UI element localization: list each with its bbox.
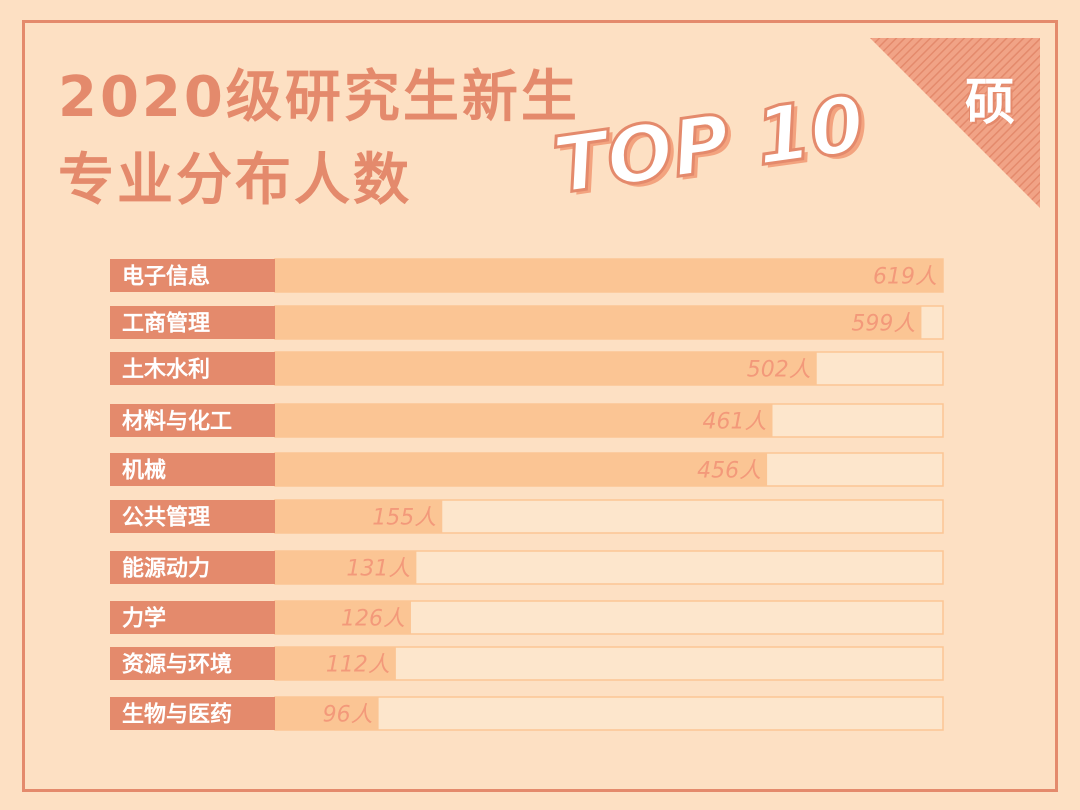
page-title-line1: 2020级研究生新生 — [58, 65, 580, 130]
category-label-box — [110, 259, 275, 292]
category-label: 工商管理 — [122, 311, 210, 337]
category-label-box — [110, 551, 275, 584]
value-label: 96人 — [323, 703, 373, 728]
bar-track — [274, 696, 944, 731]
bar — [275, 352, 817, 385]
value-label: 456人 — [697, 459, 761, 484]
bar — [275, 500, 443, 533]
category-label-box — [110, 404, 275, 437]
value-label: 599人 — [851, 312, 915, 337]
value-label: 131人 — [346, 557, 410, 582]
page-title-line2: 专业分布人数 — [58, 148, 412, 213]
page-frame — [22, 20, 1058, 792]
category-label-box — [110, 697, 275, 730]
category-label: 公共管理 — [122, 505, 210, 531]
category-label: 电子信息 — [122, 264, 210, 290]
category-label: 生物与医药 — [122, 702, 232, 728]
value-label: 461人 — [702, 410, 766, 435]
corner-stripe-decoration — [870, 38, 1040, 208]
bar — [275, 404, 773, 437]
value-label: 112人 — [326, 653, 390, 678]
category-label-box — [110, 306, 275, 339]
category-label-box — [110, 453, 275, 486]
value-label: 126人 — [341, 607, 405, 632]
bar — [275, 259, 943, 292]
category-label-box — [110, 500, 275, 533]
category-label: 资源与环境 — [122, 652, 232, 678]
category-label: 能源动力 — [122, 556, 210, 582]
value-label: 502人 — [747, 358, 811, 383]
category-label: 力学 — [122, 606, 166, 632]
category-label-box — [110, 601, 275, 634]
bar — [275, 697, 379, 730]
degree-badge: 硕 — [965, 73, 1015, 131]
value-label: 619人 — [873, 265, 937, 290]
bar — [275, 306, 922, 339]
bar — [275, 601, 411, 634]
bar — [275, 647, 396, 680]
bar — [275, 453, 768, 486]
category-label: 土木水利 — [122, 358, 210, 383]
category-label-box — [110, 352, 275, 385]
bar — [275, 551, 417, 584]
category-label: 机械 — [122, 459, 166, 484]
category-label: 材料与化工 — [122, 409, 232, 435]
category-label-box — [110, 647, 275, 680]
value-label: 155人 — [372, 506, 436, 531]
